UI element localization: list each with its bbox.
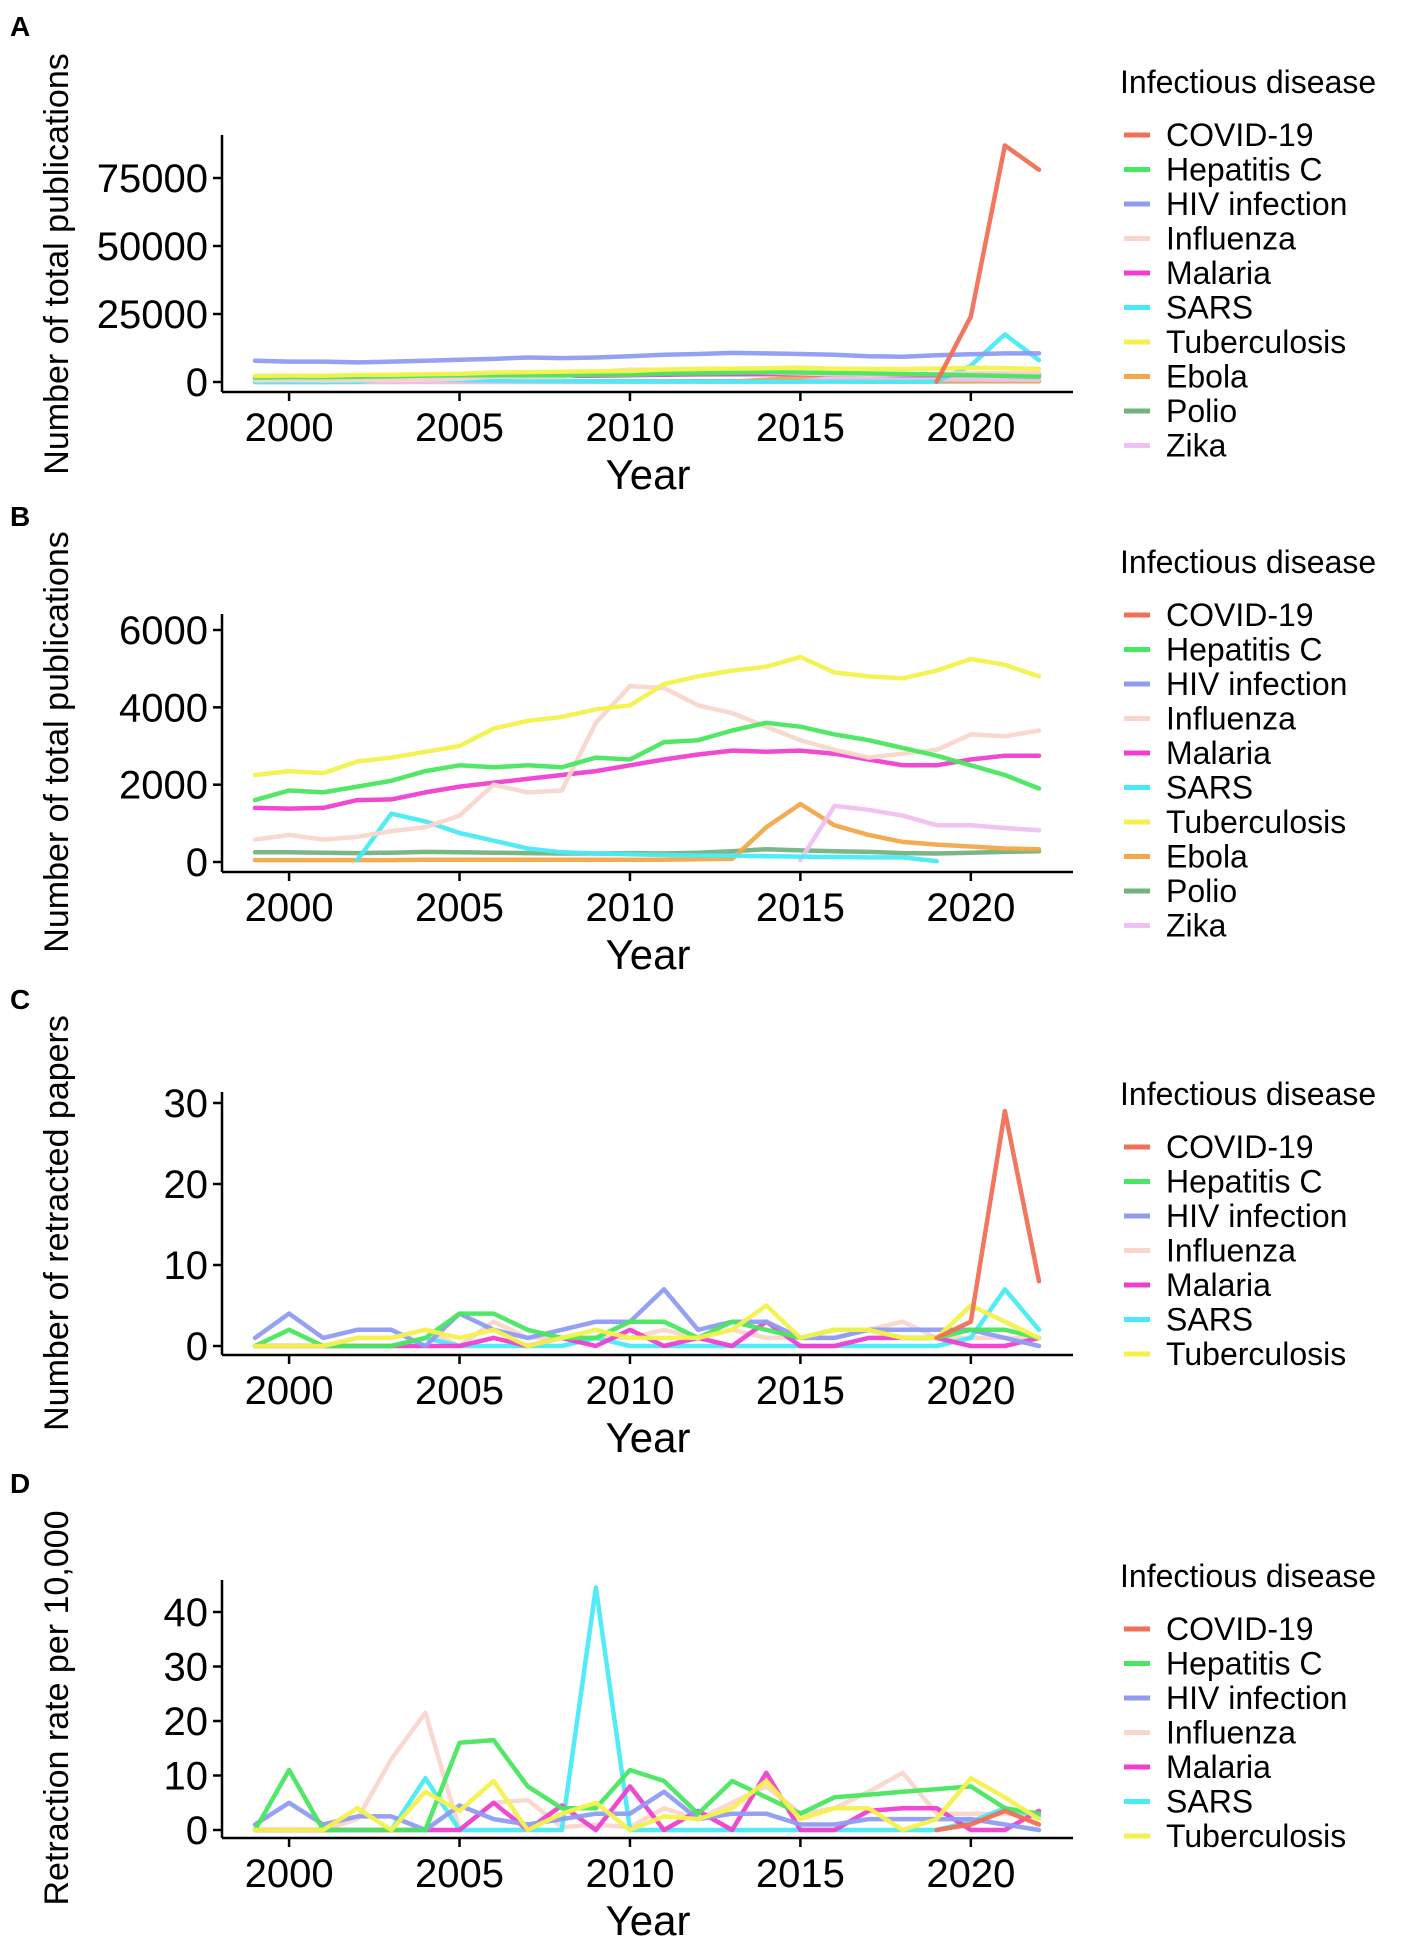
- panel-letter-c: C: [10, 984, 30, 1015]
- y-tick-label: 30: [164, 1082, 209, 1126]
- x-tick-label: 2000: [245, 406, 334, 450]
- x-axis-title: Year: [606, 1414, 691, 1461]
- x-tick-label: 2015: [756, 1852, 845, 1896]
- y-tick-label: 0: [186, 841, 208, 885]
- x-tick-label: 2010: [585, 1852, 674, 1896]
- legend-label-hepatitis-c: Hepatitis C: [1166, 632, 1323, 668]
- legend-label-tuberculosis: Tuberculosis: [1166, 804, 1346, 840]
- legend-label-malaria: Malaria: [1166, 255, 1271, 291]
- y-tick-label: 0: [186, 1325, 208, 1369]
- y-tick-label: 6000: [119, 609, 208, 653]
- y-tick-label: 10: [164, 1244, 209, 1288]
- legend-label-zika: Zika: [1166, 908, 1227, 944]
- x-tick-label: 2005: [415, 406, 504, 450]
- legend-title: Infectious disease: [1120, 544, 1376, 580]
- y-axis-title: Number of total publications: [38, 531, 76, 952]
- x-tick-label: 2000: [245, 1852, 334, 1896]
- series-line-tuberculosis: [255, 1306, 1039, 1347]
- legend-label-hepatitis-c: Hepatitis C: [1166, 1164, 1323, 1200]
- x-tick-label: 2010: [585, 1369, 674, 1413]
- x-tick-label: 2015: [756, 886, 845, 930]
- y-tick-label: 2000: [119, 764, 208, 808]
- x-tick-label: 2015: [756, 406, 845, 450]
- x-axis-title: Year: [606, 1897, 691, 1944]
- panel-letter-a: A: [10, 11, 30, 42]
- legend-label-polio: Polio: [1166, 393, 1237, 429]
- y-tick-label: 20: [164, 1700, 209, 1744]
- x-tick-label: 2005: [415, 1852, 504, 1896]
- legend-label-tuberculosis: Tuberculosis: [1166, 324, 1346, 360]
- x-tick-label: 2020: [926, 1852, 1015, 1896]
- y-axis-title: Retraction rate per 10,000: [38, 1510, 76, 1905]
- legend-label-influenza: Influenza: [1166, 701, 1296, 737]
- legend-title: Infectious disease: [1120, 1558, 1376, 1594]
- x-tick-label: 2015: [756, 1369, 845, 1413]
- legend-title: Infectious disease: [1120, 1076, 1376, 1112]
- y-tick-label: 4000: [119, 686, 208, 730]
- series-line-influenza: [255, 1713, 1039, 1830]
- legend-label-hiv-infection: HIV infection: [1166, 1680, 1347, 1716]
- y-tick-label: 20: [164, 1163, 209, 1207]
- legend-label-influenza: Influenza: [1166, 1233, 1296, 1269]
- y-tick-label: 30: [164, 1646, 209, 1690]
- x-tick-label: 2000: [245, 886, 334, 930]
- y-tick-label: 25000: [97, 293, 208, 337]
- legend-label-covid-19: COVID-19: [1166, 1129, 1314, 1165]
- legend-label-hepatitis-c: Hepatitis C: [1166, 1646, 1323, 1682]
- y-tick-label: 40: [164, 1591, 209, 1635]
- x-tick-label: 2005: [415, 1369, 504, 1413]
- legend-label-sars: SARS: [1166, 770, 1253, 806]
- legend-label-influenza: Influenza: [1166, 1715, 1296, 1751]
- legend-label-polio: Polio: [1166, 873, 1237, 909]
- legend-label-ebola: Ebola: [1166, 359, 1248, 395]
- legend-label-hiv-infection: HIV infection: [1166, 186, 1347, 222]
- legend-label-covid-19: COVID-19: [1166, 117, 1314, 153]
- legend-label-sars: SARS: [1166, 1784, 1253, 1820]
- x-tick-label: 2020: [926, 886, 1015, 930]
- y-tick-label: 50000: [97, 225, 208, 269]
- x-tick-label: 2010: [585, 406, 674, 450]
- legend-label-tuberculosis: Tuberculosis: [1166, 1818, 1346, 1854]
- legend-label-hiv-infection: HIV infection: [1166, 1198, 1347, 1234]
- x-axis-title: Year: [606, 931, 691, 978]
- x-axis-title: Year: [606, 451, 691, 498]
- x-tick-label: 2010: [585, 886, 674, 930]
- legend-label-covid-19: COVID-19: [1166, 597, 1314, 633]
- y-axis-title: Number of total publications: [38, 53, 76, 474]
- legend-label-malaria: Malaria: [1166, 1267, 1271, 1303]
- legend-label-malaria: Malaria: [1166, 735, 1271, 771]
- legend-label-malaria: Malaria: [1166, 1749, 1271, 1785]
- legend-label-zika: Zika: [1166, 428, 1227, 464]
- panel-letter-d: D: [10, 1468, 30, 1499]
- legend-label-covid-19: COVID-19: [1166, 1611, 1314, 1647]
- series-line-influenza: [255, 1322, 1039, 1346]
- x-tick-label: 2005: [415, 886, 504, 930]
- legend-label-influenza: Influenza: [1166, 221, 1296, 257]
- x-tick-label: 2000: [245, 1369, 334, 1413]
- panel-letter-b: B: [10, 501, 30, 532]
- series-line-covid-19: [937, 1111, 1039, 1338]
- y-tick-label: 10: [164, 1755, 209, 1799]
- legend-label-hiv-infection: HIV infection: [1166, 666, 1347, 702]
- legend-label-ebola: Ebola: [1166, 839, 1248, 875]
- series-line-tuberculosis: [255, 657, 1039, 775]
- x-tick-label: 2020: [926, 1369, 1015, 1413]
- legend-label-sars: SARS: [1166, 1302, 1253, 1338]
- y-tick-label: 0: [186, 361, 208, 405]
- x-tick-label: 2020: [926, 406, 1015, 450]
- y-axis-title: Number of retracted papers: [38, 1015, 76, 1431]
- series-line-hiv-infection: [255, 353, 1039, 363]
- legend-label-tuberculosis: Tuberculosis: [1166, 1336, 1346, 1372]
- y-tick-label: 75000: [97, 157, 208, 201]
- legend-label-sars: SARS: [1166, 290, 1253, 326]
- y-tick-label: 0: [186, 1809, 208, 1853]
- legend-label-hepatitis-c: Hepatitis C: [1166, 152, 1323, 188]
- legend-title: Infectious disease: [1120, 64, 1376, 100]
